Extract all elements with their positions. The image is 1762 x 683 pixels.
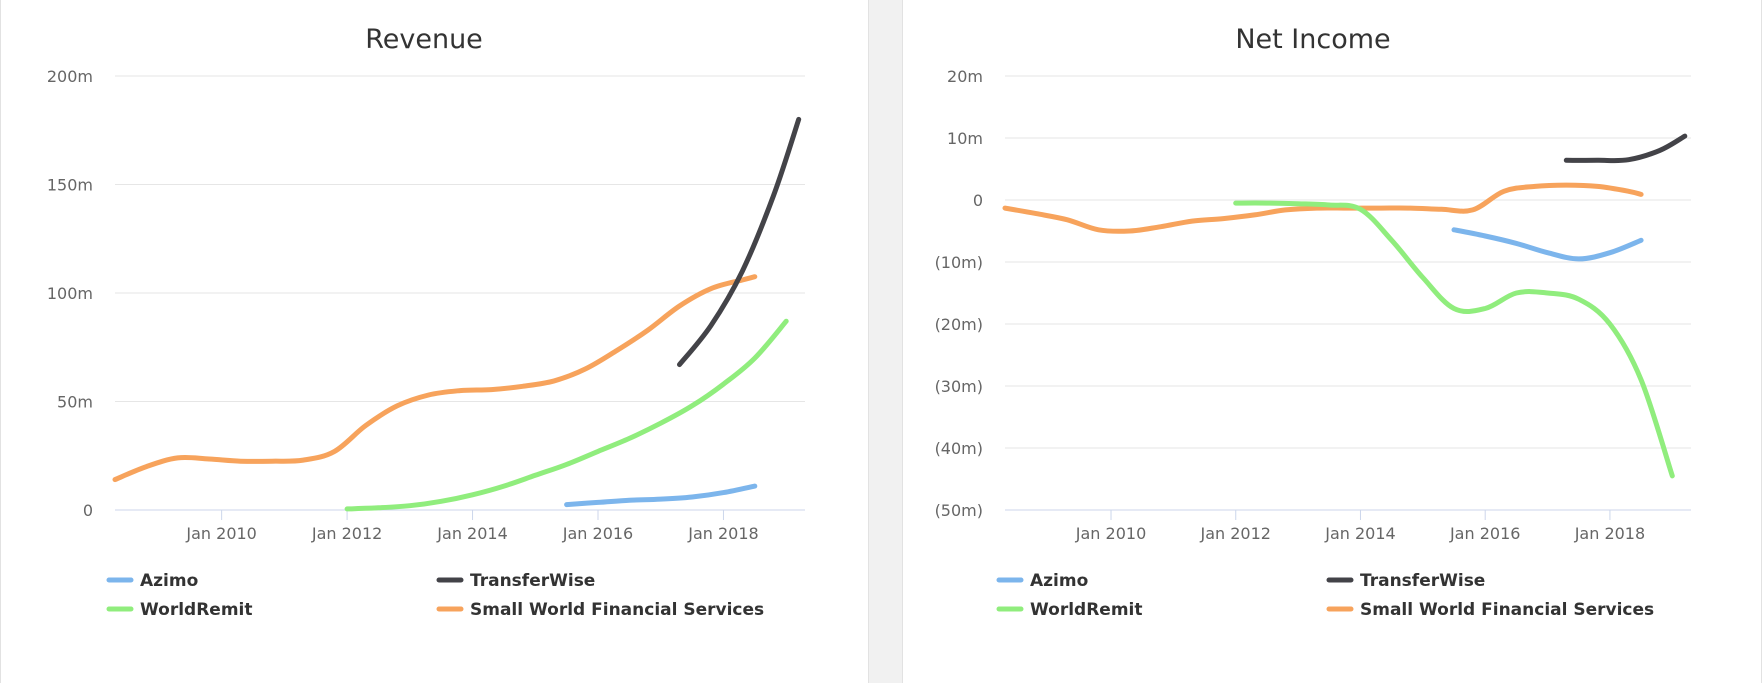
legend-label: Small World Financial Services xyxy=(1360,600,1654,620)
y-tick-label: (40m) xyxy=(935,439,983,458)
y-tick-label: (50m) xyxy=(935,501,983,520)
y-tick-label: 20m xyxy=(947,67,983,86)
y-tick-label: 200m xyxy=(47,67,93,86)
series-line-small-world-financial-services[interactable] xyxy=(1002,182,1644,234)
y-tick-label: (20m) xyxy=(935,315,983,334)
legend-label: Azimo xyxy=(1030,571,1088,591)
x-tick-label: Jan 2018 xyxy=(687,524,758,543)
x-tick-label: Jan 2014 xyxy=(1324,524,1395,543)
y-tick-label: 0 xyxy=(973,191,983,210)
series-line-worldremit[interactable] xyxy=(1233,200,1675,479)
series-line-transferwise[interactable] xyxy=(677,116,802,368)
net-income-chart-svg: Net Income 20m 10m 0 (10m) (20m) (30m) (40m) (50… xyxy=(935,24,1691,620)
legend-item-small-world-financial-services[interactable]: Small World Financial Services xyxy=(436,600,764,620)
series-line-azimo[interactable] xyxy=(564,483,758,508)
legend-item-worldremit[interactable]: WorldRemit xyxy=(106,600,253,620)
legend-label: TransferWise xyxy=(470,571,595,591)
legend-item-transferwise[interactable]: TransferWise xyxy=(1326,571,1485,591)
net-income-chart-title: Net Income xyxy=(1235,24,1390,55)
legend-label: Azimo xyxy=(140,571,198,591)
legend-item-azimo[interactable]: Azimo xyxy=(106,571,198,591)
x-tick-label: Jan 2016 xyxy=(562,524,633,543)
series-line-worldremit[interactable] xyxy=(344,318,789,512)
legend-label: WorldRemit xyxy=(1030,600,1143,620)
x-tick-label: Jan 2012 xyxy=(1200,524,1271,543)
legend-label: TransferWise xyxy=(1360,571,1485,591)
series-line-transferwise[interactable] xyxy=(1563,133,1688,164)
y-tick-label: (30m) xyxy=(935,377,983,396)
series-line-azimo[interactable] xyxy=(1451,227,1644,262)
legend-item-transferwise[interactable]: TransferWise xyxy=(436,571,595,591)
net-income-chart-panel: Net Income 20m 10m 0 (10m) (20m) (30m) (40m) (50… xyxy=(902,0,1762,683)
legend-label: WorldRemit xyxy=(140,600,253,620)
legend-label: Small World Financial Services xyxy=(470,600,764,620)
legend-item-worldremit[interactable]: WorldRemit xyxy=(996,600,1143,620)
y-tick-label: 150m xyxy=(47,176,93,195)
revenue-chart-panel: Revenue 0 50m 100m 150m 200m Jan 2010 Jan 2012 J… xyxy=(0,0,869,683)
y-tick-label: 50m xyxy=(57,393,93,412)
y-tick-label: (10m) xyxy=(935,253,983,272)
x-tick-label: Jan 2012 xyxy=(311,524,382,543)
legend-item-azimo[interactable]: Azimo xyxy=(996,571,1088,591)
y-tick-label: 0 xyxy=(83,501,93,520)
x-tick-label: Jan 2014 xyxy=(436,524,507,543)
x-tick-label: Jan 2016 xyxy=(1449,524,1520,543)
revenue-chart-svg: Revenue 0 50m 100m 150m 200m Jan 2010 Jan 2012 J… xyxy=(47,24,805,620)
y-tick-label: 10m xyxy=(947,129,983,148)
x-tick-label: Jan 2010 xyxy=(185,524,256,543)
x-tick-label: Jan 2010 xyxy=(1075,524,1146,543)
series-line-small-world-financial-services[interactable] xyxy=(112,274,758,483)
revenue-chart-title: Revenue xyxy=(365,24,483,55)
legend-item-small-world-financial-services[interactable]: Small World Financial Services xyxy=(1326,600,1654,620)
y-tick-label: 100m xyxy=(47,284,93,303)
x-tick-label: Jan 2018 xyxy=(1574,524,1645,543)
